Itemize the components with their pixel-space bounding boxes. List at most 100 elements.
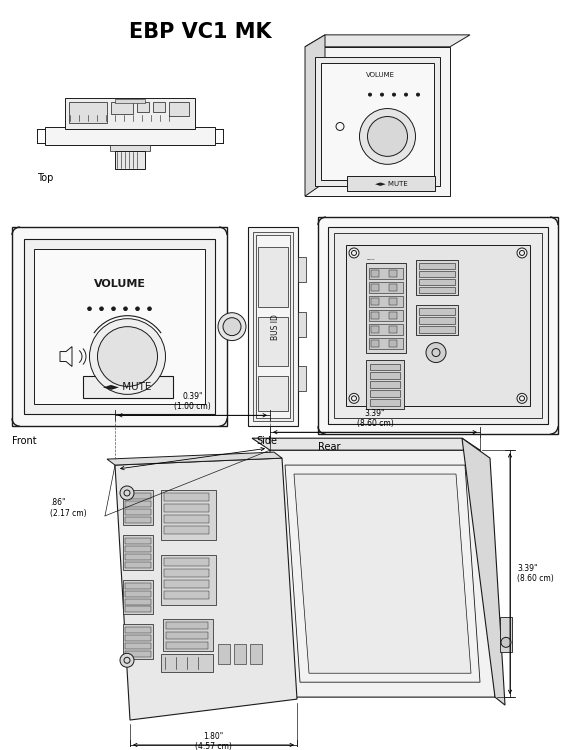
Text: ___: ___	[366, 255, 374, 260]
Bar	[83, 376, 173, 398]
Bar	[371, 312, 379, 319]
Text: EBP VC1 MK: EBP VC1 MK	[129, 22, 271, 42]
Bar	[370, 382, 400, 388]
Bar	[45, 128, 215, 146]
Circle shape	[218, 313, 246, 340]
Bar	[164, 504, 209, 512]
Bar	[161, 654, 213, 672]
Text: BUS ID: BUS ID	[271, 314, 279, 340]
Bar	[166, 632, 208, 639]
Bar	[250, 644, 262, 664]
Bar	[419, 326, 455, 333]
Text: Side: Side	[256, 436, 277, 446]
Polygon shape	[462, 438, 505, 705]
Bar	[164, 568, 209, 577]
Bar	[334, 233, 542, 418]
Circle shape	[89, 319, 165, 394]
Bar	[258, 247, 288, 307]
Text: ◄► MUTE: ◄► MUTE	[374, 182, 408, 188]
Bar	[125, 583, 151, 589]
Circle shape	[517, 394, 527, 404]
Bar	[123, 625, 153, 659]
Bar	[369, 324, 403, 334]
Bar	[169, 101, 189, 115]
Bar	[369, 268, 403, 279]
Bar	[161, 490, 216, 540]
Circle shape	[88, 307, 91, 310]
Circle shape	[393, 93, 396, 96]
Bar	[137, 101, 149, 112]
Bar	[419, 271, 455, 277]
Bar	[125, 562, 151, 568]
Circle shape	[97, 327, 157, 386]
Bar	[328, 227, 548, 424]
Bar	[164, 515, 209, 523]
Bar	[125, 554, 151, 560]
Circle shape	[100, 307, 103, 310]
Bar	[164, 493, 209, 501]
Bar	[125, 628, 151, 634]
Bar	[123, 535, 153, 570]
Text: ◄► MUTE: ◄► MUTE	[103, 382, 152, 392]
Bar	[389, 312, 397, 319]
Circle shape	[136, 307, 139, 310]
Bar	[389, 284, 397, 291]
Bar	[416, 260, 458, 295]
Bar	[298, 367, 306, 392]
Polygon shape	[305, 34, 325, 197]
Text: Front: Front	[12, 436, 36, 446]
Bar	[347, 176, 435, 191]
Bar	[256, 235, 290, 418]
Circle shape	[517, 248, 527, 258]
Polygon shape	[252, 438, 480, 450]
Circle shape	[417, 93, 420, 96]
Polygon shape	[294, 474, 471, 674]
Bar	[125, 607, 151, 613]
Text: .86"
(2.17 cm): .86" (2.17 cm)	[50, 498, 87, 517]
Bar	[370, 364, 400, 370]
Bar	[34, 249, 205, 404]
Bar	[125, 590, 151, 596]
Bar	[370, 399, 400, 406]
Bar	[253, 232, 293, 422]
Bar	[366, 263, 406, 352]
Bar	[419, 316, 455, 324]
Bar	[125, 546, 151, 552]
Circle shape	[368, 116, 408, 156]
Polygon shape	[107, 452, 282, 465]
Circle shape	[405, 93, 408, 96]
Bar	[346, 245, 530, 406]
Bar	[369, 296, 403, 307]
Circle shape	[501, 638, 511, 647]
Bar	[419, 279, 455, 285]
Bar	[371, 270, 379, 277]
Bar	[125, 651, 151, 657]
Bar	[125, 501, 151, 507]
Bar	[125, 635, 151, 641]
Bar	[419, 286, 455, 292]
Bar	[123, 490, 153, 525]
Text: Top: Top	[37, 173, 54, 183]
Circle shape	[124, 307, 127, 310]
Bar	[115, 98, 145, 103]
Polygon shape	[270, 450, 495, 698]
Circle shape	[349, 248, 359, 258]
Bar	[369, 310, 403, 321]
Bar	[65, 98, 195, 130]
Bar	[164, 526, 209, 534]
Text: 3.39"
(8.60 cm): 3.39" (8.60 cm)	[517, 564, 553, 584]
Bar	[318, 217, 558, 434]
Bar	[419, 263, 455, 269]
Circle shape	[120, 486, 134, 500]
Circle shape	[223, 318, 241, 335]
Bar	[389, 340, 397, 346]
Bar	[125, 517, 151, 523]
Bar	[370, 391, 400, 398]
Bar	[24, 239, 215, 414]
Bar	[125, 538, 151, 544]
Bar	[389, 298, 397, 304]
Bar	[164, 580, 209, 587]
Polygon shape	[305, 46, 450, 196]
Text: 1.80"
(4.57 cm): 1.80" (4.57 cm)	[195, 731, 232, 750]
Bar	[12, 227, 227, 426]
